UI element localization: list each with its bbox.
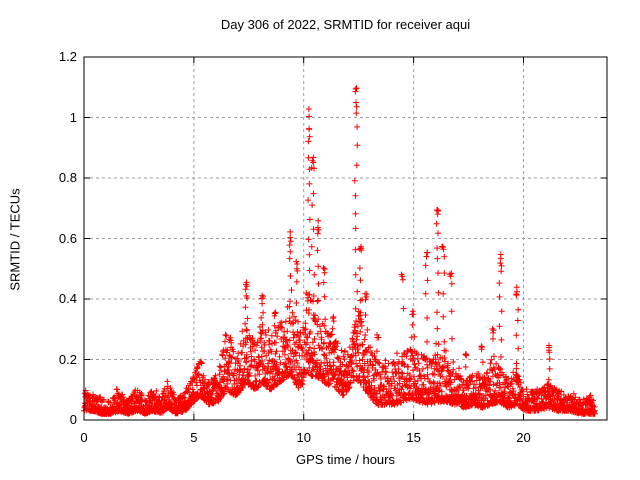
x-tick-label: 0 xyxy=(80,430,88,445)
y-tick-label: 0 xyxy=(69,412,77,427)
y-tick-label: 0.2 xyxy=(58,351,77,367)
scatter-series xyxy=(81,85,598,417)
y-tick-label: 0.6 xyxy=(58,230,77,246)
y-tick-label: 1 xyxy=(69,109,77,125)
y-tick-label: 0.8 xyxy=(58,170,77,185)
x-tick-label: 5 xyxy=(190,430,198,445)
x-axis-label: GPS time / hours xyxy=(296,452,395,467)
y-tick-label: 1.2 xyxy=(58,49,77,64)
chart-title: Day 306 of 2022, SRMTID for receiver aqu… xyxy=(220,17,471,32)
tick-marks xyxy=(83,56,607,421)
x-tick-label: 15 xyxy=(406,430,421,445)
x-tick-label: 20 xyxy=(516,430,531,445)
grid-lines xyxy=(84,57,607,420)
x-tick-label: 10 xyxy=(296,430,311,445)
y-tick-label: 0.4 xyxy=(58,291,77,306)
